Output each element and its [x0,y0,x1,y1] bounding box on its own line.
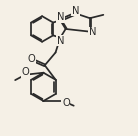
Text: N: N [57,12,64,22]
Text: N: N [72,6,79,16]
Text: O: O [62,98,70,108]
Text: N: N [57,36,64,46]
Text: O: O [21,67,29,77]
Text: N: N [89,27,97,37]
Text: O: O [27,54,35,64]
